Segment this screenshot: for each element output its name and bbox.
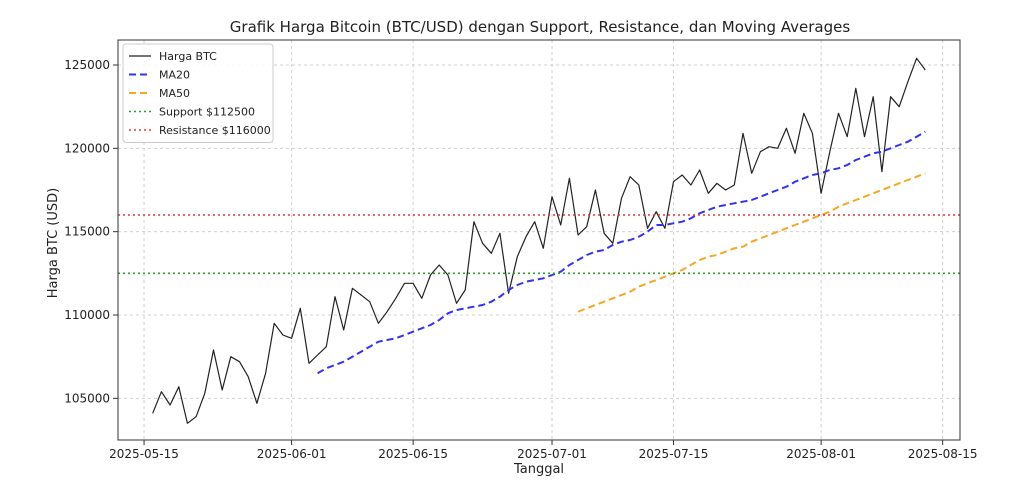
x-axis-ticks: 2025-05-15 2025-06-01 2025-06-15 2025-07-01… (109, 440, 978, 461)
legend-entry: MA20 (159, 69, 190, 82)
y-tick-label: 110000 (64, 308, 110, 322)
x-axis-label: Tanggal (513, 462, 564, 477)
y-tick-label: 120000 (64, 141, 110, 155)
y-tick-label: 125000 (64, 58, 110, 72)
x-tick-label: 2025-06-01 (257, 447, 327, 461)
x-tick-label: 2025-08-15 (908, 447, 978, 461)
legend-entry: Support $112500 (159, 106, 255, 119)
plot-frame (117, 39, 961, 441)
grid (118, 40, 960, 440)
y-tick-label: 105000 (64, 391, 110, 405)
y-axis-ticks: 105000 110000 115000 120000 125000 (64, 58, 118, 405)
x-tick-label: 2025-05-15 (109, 447, 179, 461)
plot-area (118, 57, 960, 424)
legend-entry: Harga BTC (159, 50, 217, 63)
x-tick-label: 2025-07-15 (639, 447, 709, 461)
series-line-ma20 (317, 130, 926, 375)
x-tick-label: 2025-07-01 (517, 447, 587, 461)
legend-entry: Resistance $116000 (159, 124, 271, 137)
legend-box (122, 43, 274, 143)
series-line-harga-btc (152, 57, 926, 424)
legend-entry: MA50 (159, 87, 190, 100)
x-tick-label: 2025-06-15 (378, 447, 448, 461)
legend: Harga BTC MA20 MA50 Support $112500 Resistan… (122, 43, 274, 143)
x-tick-label: 2025-08-01 (786, 447, 856, 461)
series-line-ma50 (577, 172, 926, 313)
y-tick-label: 115000 (64, 225, 110, 239)
chart-title: Grafik Harga Bitcoin (BTC/USD) dengan Su… (230, 18, 851, 36)
y-axis-label: Harga BTC (USD) (46, 188, 61, 298)
